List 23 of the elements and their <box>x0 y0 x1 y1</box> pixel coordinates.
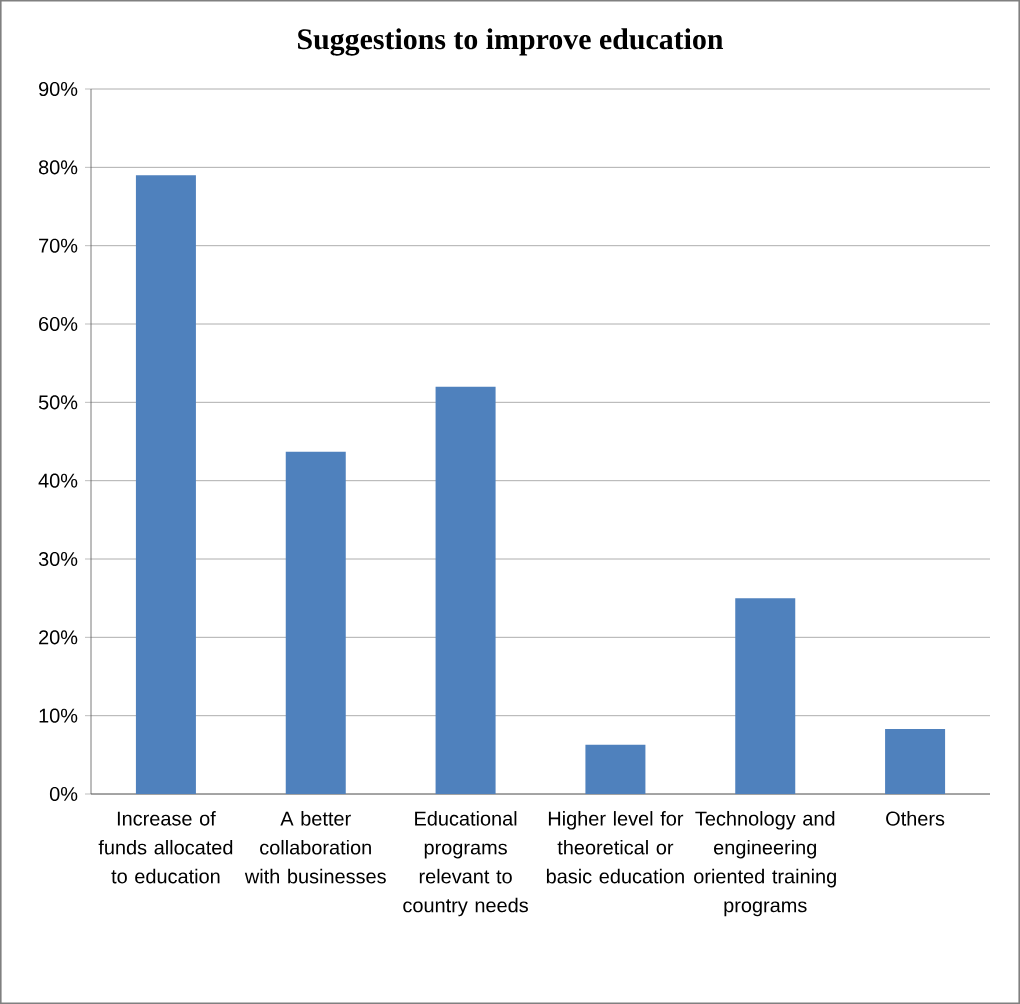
y-tick-label: 60% <box>39 316 78 332</box>
y-tick-label: 0% <box>49 786 78 802</box>
x-tick-label: Technology and engineering oriented training programs <box>694 811 836 917</box>
x-tick-label: Others <box>886 811 945 826</box>
y-tick-label: 50% <box>38 395 78 410</box>
y-tick-label: 30% <box>38 551 78 567</box>
x-tick-label: Higher level for theoretical or basic education <box>546 811 684 884</box>
y-tick-label: 70% <box>39 238 78 253</box>
x-tick-label: Educational programs relevant to country needs <box>403 811 528 917</box>
y-tick-label: 20% <box>39 630 78 645</box>
chart-title: Suggestions to improve education <box>298 28 724 56</box>
y-tick-label: 40% <box>38 473 78 488</box>
y-tick-label: 90% <box>39 81 78 97</box>
bar <box>585 744 646 794</box>
x-tick-label: A better collaboration with businesses <box>244 811 386 884</box>
y-tick-label: 80% <box>38 160 78 175</box>
bar <box>885 728 946 794</box>
x-tick-label: Increase of funds allocated to education <box>98 811 233 884</box>
bar <box>435 386 496 794</box>
bar <box>135 175 196 794</box>
y-tick-label: 10% <box>39 708 78 723</box>
bar <box>285 451 346 794</box>
bar <box>735 598 796 794</box>
